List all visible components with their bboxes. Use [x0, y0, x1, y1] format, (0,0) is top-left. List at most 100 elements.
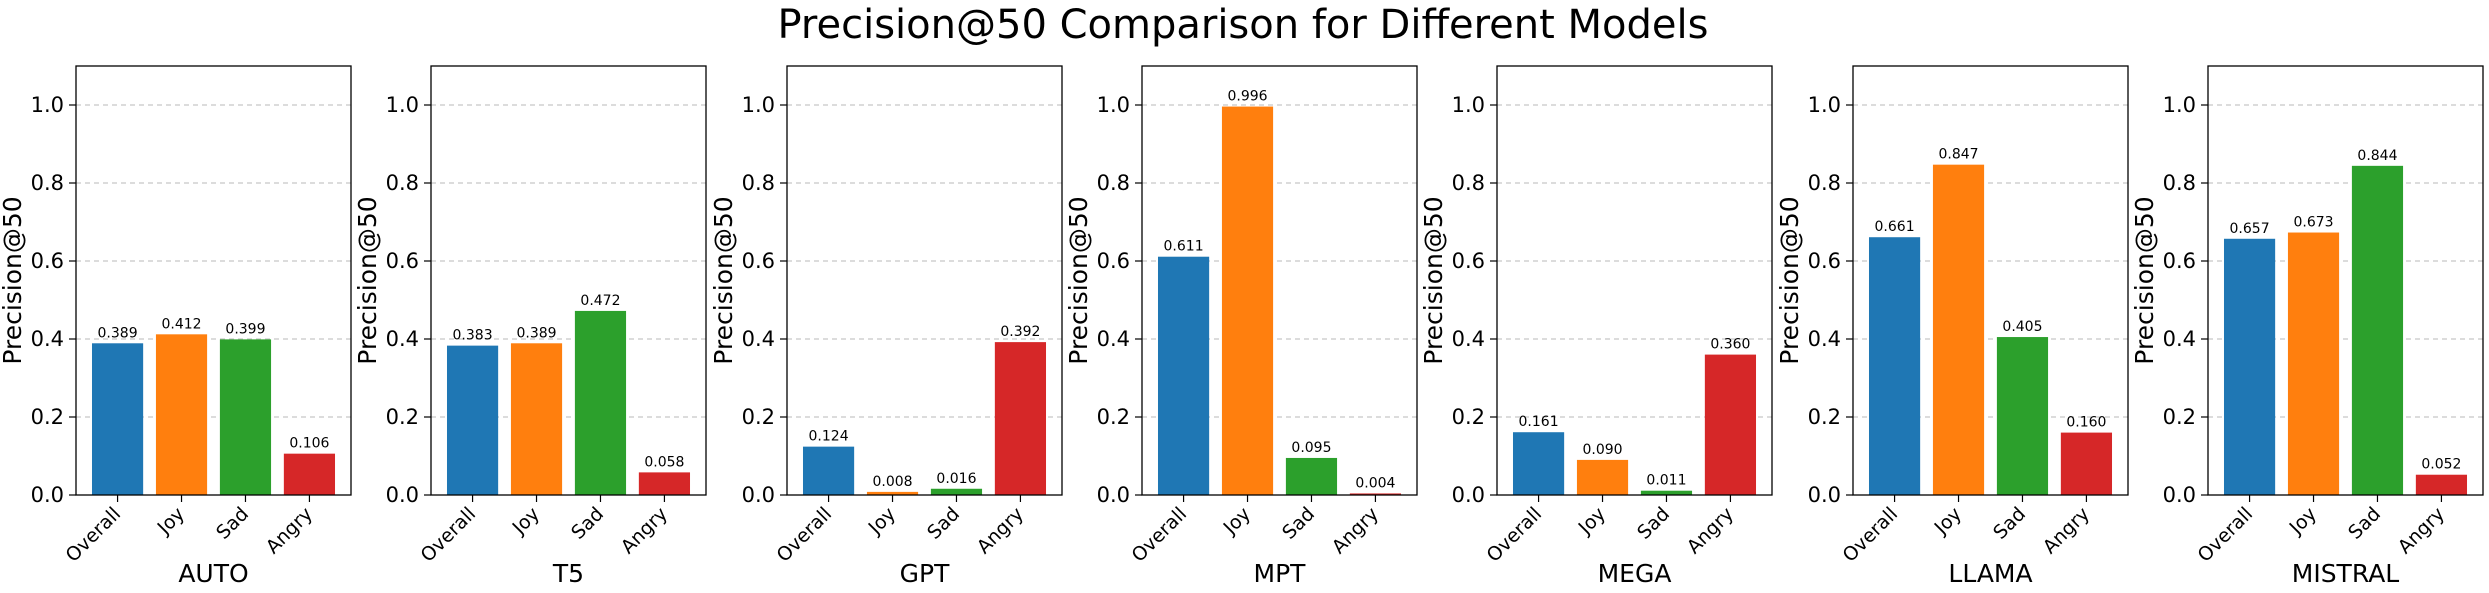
y-tick-label: 1.0	[1808, 93, 1841, 117]
x-tick-label: Joy	[1574, 503, 1610, 539]
bar-joy	[1932, 164, 1985, 496]
bar-value-label: 0.090	[1582, 442, 1622, 458]
x-tick-label: Angry	[2039, 503, 2094, 558]
plot-frame	[2207, 65, 2484, 496]
bar-joy	[155, 334, 208, 495]
y-tick-label: 0.0	[1097, 483, 1130, 507]
x-tick-label: Angry	[1683, 503, 1738, 558]
y-tick-label: 0.4	[1452, 327, 1485, 351]
x-tick-label: Overall	[1483, 503, 1547, 567]
x-tick-label: Overall	[417, 503, 481, 567]
bar-overall	[91, 343, 144, 495]
y-tick-label: 0.0	[1452, 483, 1485, 507]
y-tick-label: 1.0	[1097, 93, 1130, 117]
y-tick-label: 0.2	[1808, 405, 1841, 429]
x-tick-label: Joy	[508, 503, 544, 539]
bar-value-label: 0.657	[2230, 221, 2270, 237]
x-tick-label: Angry	[617, 503, 672, 558]
bar-overall	[1868, 237, 1921, 495]
bar-value-label: 0.095	[1291, 440, 1331, 456]
bar-value-label: 0.847	[1938, 147, 1978, 163]
bar-angry	[2415, 474, 2468, 495]
y-tick-label: 1.0	[386, 93, 419, 117]
bar-value-label: 0.472	[580, 293, 620, 309]
bar-angry	[1704, 354, 1757, 495]
x-tick-label: Sad	[1278, 503, 1319, 544]
y-tick-label: 0.8	[2163, 171, 2196, 195]
bar-angry	[994, 342, 1047, 495]
bar-value-label: 0.389	[98, 325, 138, 341]
x-tick-label: Sad	[212, 503, 253, 544]
bar-sad	[574, 310, 627, 495]
y-tick-label: 0.4	[31, 327, 64, 351]
y-tick-label: 0.6	[2163, 249, 2196, 273]
plot-frame	[430, 65, 707, 496]
y-tick-label: 0.8	[742, 171, 775, 195]
y-tick-label: 0.8	[1452, 171, 1485, 195]
bar-value-label: 0.160	[2066, 415, 2106, 431]
x-tick-label: Sad	[1989, 503, 2030, 544]
bar-value-label: 0.996	[1227, 89, 1267, 105]
bar-joy	[1221, 106, 1274, 495]
x-axis-label: MISTRAL	[2292, 559, 2400, 588]
bar-value-label: 0.661	[1875, 219, 1915, 235]
x-tick-label: Angry	[2394, 503, 2449, 558]
bar-overall	[2223, 238, 2276, 495]
bar-value-label: 0.124	[809, 429, 849, 445]
bar-overall	[446, 345, 499, 495]
y-tick-label: 0.0	[1808, 483, 1841, 507]
y-axis-label: Precision@50	[0, 196, 27, 364]
bar-sad	[930, 488, 983, 495]
y-tick-label: 0.8	[31, 171, 64, 195]
x-axis-label: LLAMA	[1948, 559, 2032, 588]
y-tick-label: 0.0	[386, 483, 419, 507]
y-tick-label: 0.4	[742, 327, 775, 351]
bar-value-label: 0.360	[1710, 337, 1750, 353]
y-tick-label: 0.2	[742, 405, 775, 429]
x-tick-label: Overall	[773, 503, 837, 567]
x-tick-label: Joy	[1930, 503, 1966, 539]
y-tick-label: 0.6	[1097, 249, 1130, 273]
bar-sad	[1640, 490, 1693, 495]
bar-overall	[1157, 256, 1210, 495]
y-tick-label: 0.8	[386, 171, 419, 195]
bar-value-label: 0.389	[516, 325, 556, 341]
y-tick-label: 0.0	[742, 483, 775, 507]
plot-frame	[1496, 65, 1773, 496]
y-tick-label: 0.4	[386, 327, 419, 351]
bar-value-label: 0.383	[453, 328, 493, 344]
bar-value-label: 0.106	[289, 436, 329, 452]
y-tick-label: 0.4	[2163, 327, 2196, 351]
y-axis-label: Precision@50	[353, 196, 382, 364]
bar-joy	[510, 343, 563, 495]
y-tick-label: 0.2	[31, 405, 64, 429]
plot-frame	[1141, 65, 1418, 496]
y-tick-label: 0.8	[1097, 171, 1130, 195]
x-tick-label: Sad	[1633, 503, 1674, 544]
bar-sad	[1285, 457, 1338, 495]
y-tick-label: 1.0	[742, 93, 775, 117]
bar-joy	[1576, 459, 1629, 495]
x-tick-label: Overall	[62, 503, 126, 567]
bar-angry	[638, 472, 691, 495]
bar-value-label: 0.399	[225, 321, 265, 337]
x-tick-label: Angry	[262, 503, 317, 558]
y-axis-label: Precision@50	[1419, 196, 1448, 364]
bar-joy	[2287, 232, 2340, 495]
plot-frame	[786, 65, 1063, 496]
x-tick-label: Joy	[153, 503, 189, 539]
bar-value-label: 0.844	[2357, 148, 2397, 164]
bar-value-label: 0.673	[2293, 215, 2333, 231]
bar-value-label: 0.052	[2421, 457, 2461, 473]
bar-value-label: 0.412	[161, 316, 201, 332]
y-axis-label: Precision@50	[2130, 196, 2159, 364]
x-axis-label: T5	[552, 559, 584, 588]
x-tick-label: Sad	[2344, 503, 2385, 544]
x-tick-label: Joy	[2285, 503, 2321, 539]
y-tick-label: 1.0	[1452, 93, 1485, 117]
bar-value-label: 0.405	[2002, 319, 2042, 335]
x-tick-label: Sad	[567, 503, 608, 544]
bar-value-label: 0.058	[644, 454, 684, 470]
